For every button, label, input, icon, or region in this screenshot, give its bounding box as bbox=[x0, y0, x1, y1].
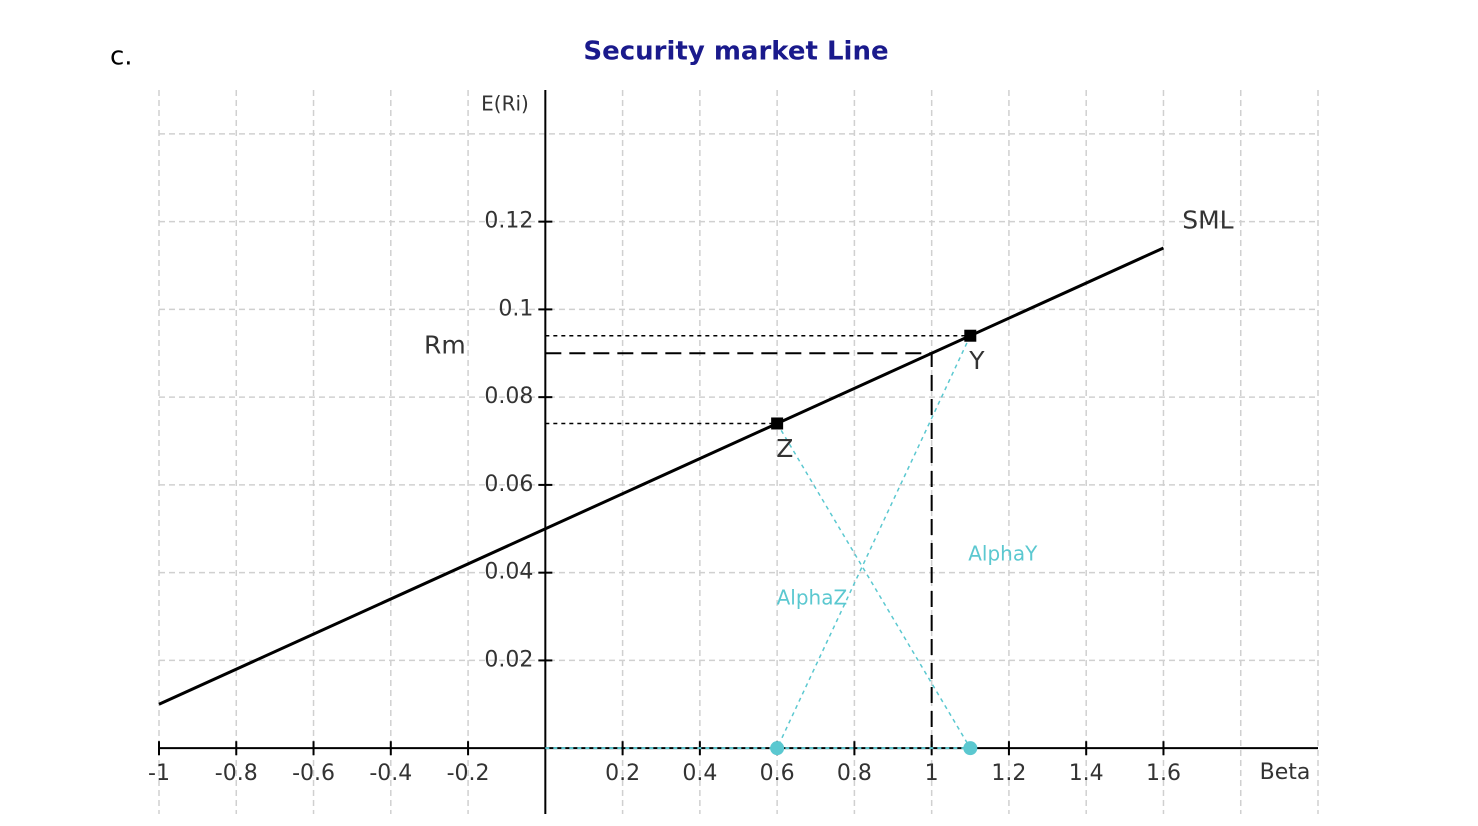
y-tick-label: 0.08 bbox=[484, 384, 533, 409]
x-tick-label: -0.4 bbox=[369, 761, 412, 786]
point-marker bbox=[964, 329, 977, 342]
series-line bbox=[776, 423, 971, 749]
y-tick-label: 0.06 bbox=[484, 472, 533, 497]
x-tick-label: 1 bbox=[925, 761, 939, 786]
x-tick-label: 0.4 bbox=[682, 761, 717, 786]
x-tick-label: -1 bbox=[148, 761, 170, 786]
chart-title: Security market Line bbox=[583, 37, 888, 67]
x-tick-label: 1.4 bbox=[1069, 761, 1104, 786]
y-tick-label: 0.02 bbox=[484, 647, 533, 672]
x-tick-label: 0.2 bbox=[605, 761, 640, 786]
x-tick-label: -0.8 bbox=[215, 761, 258, 786]
annotation: SML bbox=[1182, 206, 1233, 235]
point-marker bbox=[770, 741, 785, 756]
y-tick-label: 0.04 bbox=[484, 560, 533, 585]
y-tick-label: 0.1 bbox=[498, 296, 533, 321]
y-tick-label: 0.12 bbox=[484, 209, 533, 234]
x-tick-label: -0.2 bbox=[447, 761, 490, 786]
x-tick-label: 1.6 bbox=[1146, 761, 1181, 786]
x-tick-label: 1.2 bbox=[991, 761, 1026, 786]
y-axis-label: E(Ri) bbox=[481, 92, 529, 116]
annotation: Rm bbox=[424, 331, 466, 360]
point-marker bbox=[963, 741, 978, 756]
annotation: AlphaY bbox=[968, 542, 1038, 566]
series-line bbox=[545, 352, 933, 749]
annotation: Y bbox=[968, 346, 985, 375]
panel-label: c. bbox=[110, 42, 133, 72]
x-tick-label: -0.6 bbox=[292, 761, 335, 786]
x-tick-label: 0.8 bbox=[837, 761, 872, 786]
series-line bbox=[158, 246, 1165, 706]
annotation: AlphaZ bbox=[777, 585, 848, 609]
annotation: Z bbox=[776, 434, 793, 463]
series-line bbox=[776, 335, 971, 749]
x-axis-label: Beta bbox=[1260, 760, 1311, 785]
point-marker bbox=[771, 417, 784, 430]
x-tick-label: 0.6 bbox=[760, 761, 795, 786]
